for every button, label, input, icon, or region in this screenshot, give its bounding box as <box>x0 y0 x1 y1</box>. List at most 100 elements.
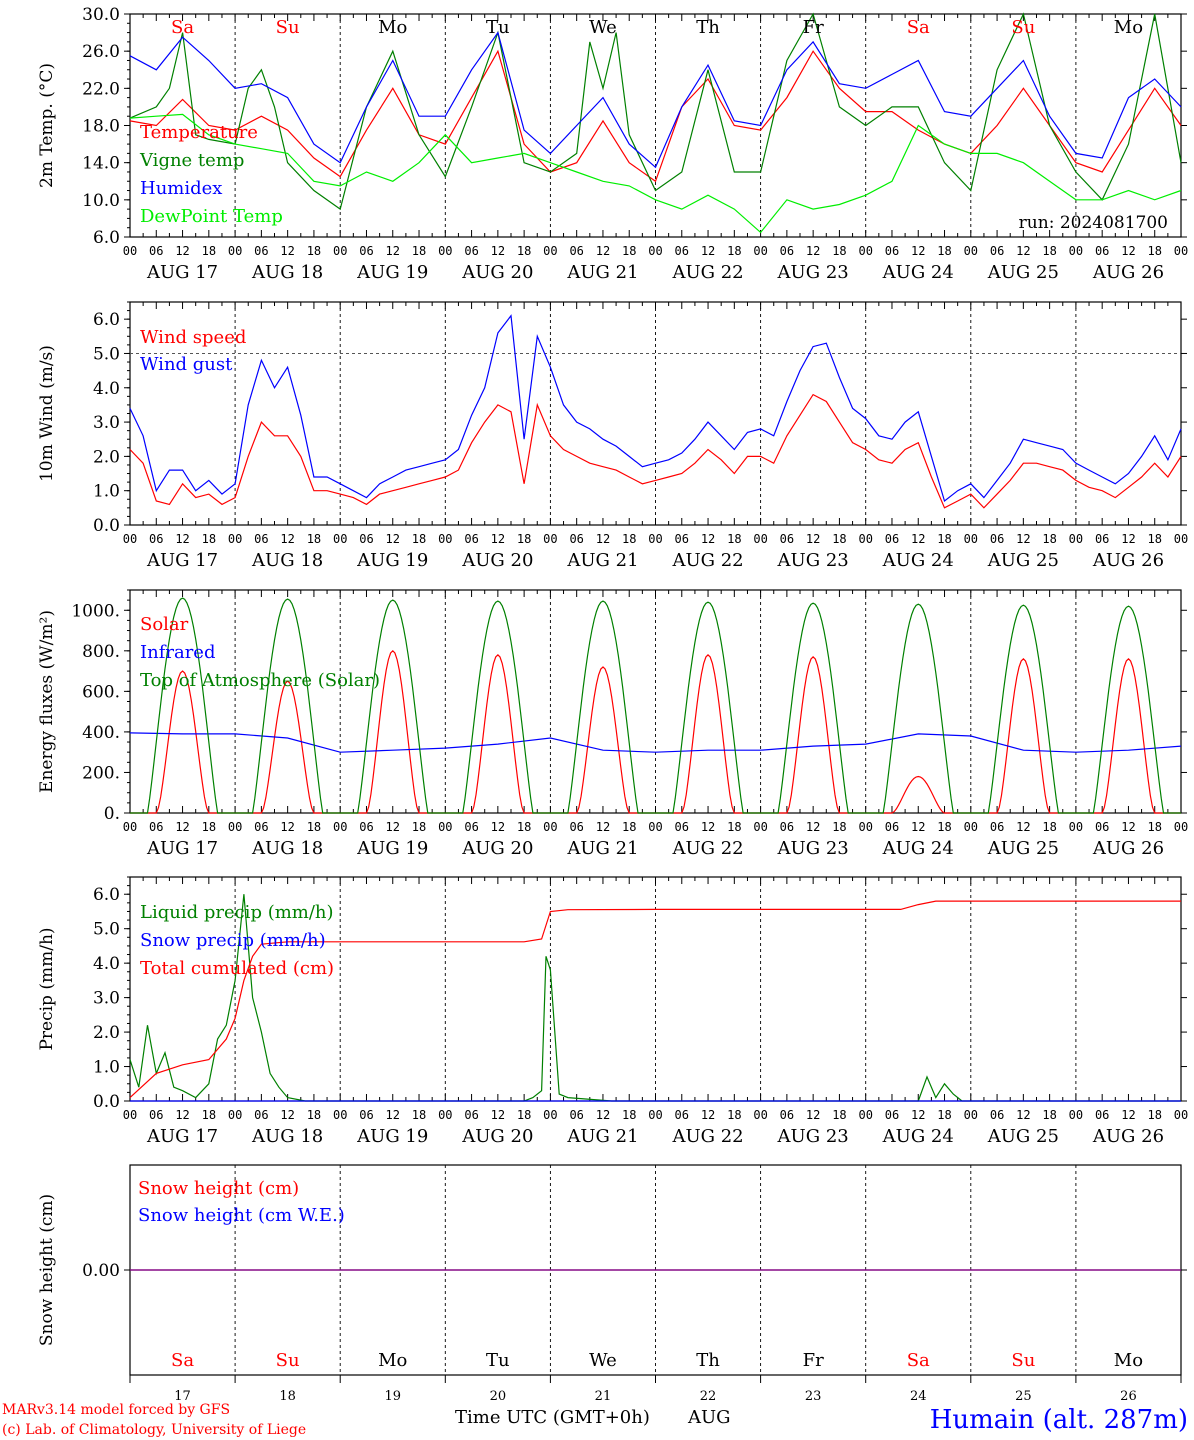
hour-label: 18 <box>727 244 741 258</box>
hour-label: 18 <box>622 244 636 258</box>
date-label: AUG 20 <box>461 550 533 571</box>
hour-label: 06 <box>990 1108 1004 1122</box>
hour-label: 00 <box>543 1108 557 1122</box>
hour-label: 00 <box>543 532 557 546</box>
hour-label: 00 <box>753 1108 767 1122</box>
hour-label: 18 <box>202 1108 216 1122</box>
hour-label: 06 <box>464 1108 478 1122</box>
date-label: AUG 26 <box>1092 550 1164 571</box>
y-tick-label: 0.00 <box>82 1261 120 1281</box>
series-line-temperature <box>129 49 1182 183</box>
hour-label: 00 <box>438 532 452 546</box>
series-line-top-of-atmosphere-solar- <box>130 597 1181 814</box>
day-number: 21 <box>595 1389 612 1404</box>
day-name: Mo <box>378 17 407 38</box>
y-tick-label: 6.0 <box>93 228 120 248</box>
date-label: AUG 20 <box>461 262 533 283</box>
y-tick-label: 2.0 <box>93 447 120 467</box>
date-label: AUG 25 <box>987 838 1059 859</box>
hour-label: 06 <box>885 532 899 546</box>
y-axis-label: 2m Temp. (°C) <box>37 63 57 188</box>
series-line-liquid-precip-mm-h- <box>129 894 1181 1102</box>
hour-label: 12 <box>596 532 610 546</box>
hour-label: 00 <box>333 244 347 258</box>
hour-label: 12 <box>386 820 400 834</box>
hour-label: 18 <box>832 244 846 258</box>
hour-label: 18 <box>832 1108 846 1122</box>
hour-label: 06 <box>569 532 583 546</box>
hour-label: 18 <box>307 1108 321 1122</box>
hour-label: 12 <box>175 244 189 258</box>
date-label: AUG 17 <box>146 1126 218 1147</box>
station-name: Humain (alt. 287m) <box>930 1405 1188 1435</box>
hour-label: 00 <box>438 820 452 834</box>
hour-label: 06 <box>254 532 268 546</box>
hour-label: 06 <box>675 1108 689 1122</box>
date-label: AUG 19 <box>356 262 428 283</box>
hour-label: 00 <box>1069 820 1083 834</box>
y-axis-label: Precip (mm/h) <box>37 927 57 1050</box>
date-label: AUG 21 <box>566 262 638 283</box>
day-name: Sa <box>907 1350 930 1371</box>
date-label: AUG 18 <box>251 550 323 571</box>
hour-label: 00 <box>964 244 978 258</box>
day-number: 26 <box>1120 1389 1137 1404</box>
hour-label: 12 <box>175 1108 189 1122</box>
day-name: We <box>589 17 617 38</box>
hour-label: 06 <box>780 1108 794 1122</box>
x-axis-title: Time UTC (GMT+0h) <box>455 1407 650 1428</box>
legend-entry: Solar <box>140 614 189 635</box>
legend-entry: Snow precip (mm/h) <box>140 930 326 951</box>
y-tick-label: 30.0 <box>82 5 120 25</box>
hour-label: 18 <box>307 820 321 834</box>
hour-label: 06 <box>464 244 478 258</box>
hour-label: 06 <box>569 1108 583 1122</box>
hour-label: 18 <box>517 820 531 834</box>
date-label: AUG 25 <box>987 262 1059 283</box>
day-name: Tu <box>486 1350 510 1371</box>
hour-label: 00 <box>1174 820 1188 834</box>
hour-label: 00 <box>333 1108 347 1122</box>
hour-label: 00 <box>964 820 978 834</box>
y-tick-label: 18.0 <box>82 117 120 137</box>
date-label: AUG 19 <box>356 1126 428 1147</box>
hour-label: 18 <box>937 820 951 834</box>
hour-label: 00 <box>228 532 242 546</box>
hour-label: 00 <box>858 820 872 834</box>
hour-label: 06 <box>149 1108 163 1122</box>
day-name: Th <box>696 17 720 38</box>
hour-label: 06 <box>359 1108 373 1122</box>
hour-label: 00 <box>1069 532 1083 546</box>
legend-entry: Wind speed <box>140 327 246 348</box>
day-number: 25 <box>1015 1389 1032 1404</box>
panel-frame <box>129 13 1182 238</box>
date-label: AUG 26 <box>1092 262 1164 283</box>
hour-label: 00 <box>648 1108 662 1122</box>
hour-label: 12 <box>491 244 505 258</box>
date-label: AUG 24 <box>882 262 954 283</box>
date-label: AUG 17 <box>146 550 218 571</box>
hour-label: 00 <box>438 244 452 258</box>
series-line-total-cumulated-cm- <box>129 900 1181 1099</box>
hour-label: 06 <box>675 244 689 258</box>
day-number: 19 <box>384 1389 401 1404</box>
hour-label: 12 <box>911 1108 925 1122</box>
y-tick-label: 400. <box>82 723 120 743</box>
hour-label: 00 <box>858 244 872 258</box>
hour-label: 12 <box>175 532 189 546</box>
y-tick-label: 22.0 <box>82 79 120 99</box>
hour-label: 06 <box>1095 532 1109 546</box>
hour-label: 18 <box>727 1108 741 1122</box>
x-axis-month: AUG <box>687 1407 731 1428</box>
hour-label: 00 <box>1069 244 1083 258</box>
hour-label: 00 <box>858 532 872 546</box>
hour-label: 00 <box>753 820 767 834</box>
date-label: AUG 23 <box>777 550 849 571</box>
hour-label: 06 <box>149 532 163 546</box>
day-name: We <box>589 1350 617 1371</box>
series-line-humidex <box>129 31 1182 169</box>
hour-label: 06 <box>569 820 583 834</box>
hour-label: 18 <box>937 1108 951 1122</box>
hour-label: 00 <box>228 820 242 834</box>
hour-label: 12 <box>1121 820 1135 834</box>
